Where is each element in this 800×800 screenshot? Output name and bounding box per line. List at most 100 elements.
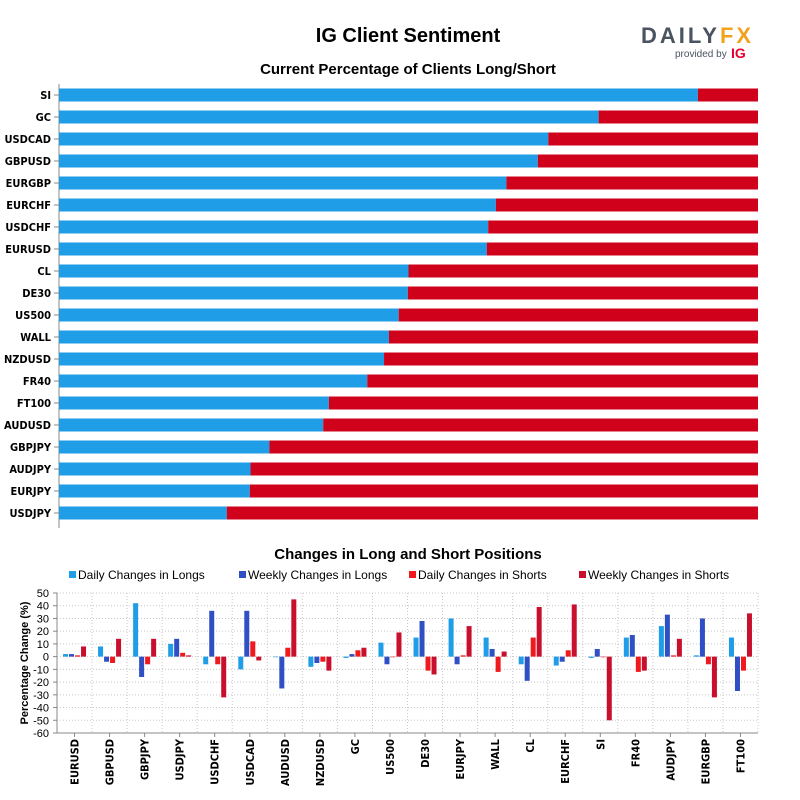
y-tick-label: 30: [37, 613, 49, 625]
bar-nzdusd-s4: [326, 656, 332, 671]
long-bar-eurchf: [59, 198, 496, 212]
bar-audusd-s4: [291, 599, 297, 657]
bar-eurusd-s4: [81, 646, 87, 657]
top-category-label: AUDUSD: [4, 419, 51, 432]
logo-brand-left: DAILY: [641, 23, 720, 48]
bar-audusd-s1: [273, 656, 279, 658]
bar-usdjpy-s3: [180, 652, 186, 657]
y-tick-label: -40: [33, 703, 49, 715]
bar-wall-s1: [483, 637, 489, 657]
bar-fr40-s3: [635, 656, 641, 672]
long-bar-wall: [59, 330, 389, 344]
long-bar-gbpusd: [59, 154, 538, 168]
short-bar-cl: [408, 264, 758, 278]
y-tick-label: -20: [33, 677, 49, 689]
short-bar-gbpusd: [537, 154, 758, 168]
bar-audjpy-s1: [658, 626, 664, 657]
bar-fr40-s4: [641, 656, 647, 671]
x-category-label: NZDUSD: [314, 739, 327, 786]
logo-brand-right: FX: [720, 23, 754, 48]
y-tick-label: 40: [37, 601, 49, 613]
x-category-label: EURCHF: [559, 739, 572, 784]
bar-usdchf-s4: [221, 656, 227, 698]
long-bar-usdjpy: [59, 506, 227, 520]
top-category-label: USDJPY: [10, 507, 52, 520]
y-tick-label: -50: [33, 715, 49, 727]
svg-text:DAILYFX: DAILYFX: [641, 23, 754, 48]
bar-gbpusd-s3: [110, 656, 116, 663]
long-short-chart: Current Percentage of Clients Long/Short…: [4, 61, 758, 528]
bar-nzdusd-s1: [308, 656, 314, 667]
bar-usdjpy-s1: [168, 643, 174, 657]
long-bar-fr40: [59, 374, 368, 388]
bar-audjpy-s4: [676, 638, 682, 657]
bar-gbpjpy-s1: [133, 603, 139, 657]
bar-usdcad-s2: [244, 610, 250, 657]
x-category-label: GC: [349, 739, 362, 754]
bar-si-s1: [588, 656, 594, 658]
bar-audusd-s3: [285, 647, 291, 657]
top-category-label: FT100: [17, 397, 51, 410]
bar-eurusd-s1: [63, 654, 69, 657]
x-category-label: EURUSD: [69, 739, 82, 785]
bar-eurusd-s2: [69, 654, 75, 657]
bar-de30-s4: [431, 656, 437, 675]
x-category-label: USDCHF: [209, 739, 222, 785]
y-tick-label: -10: [33, 664, 49, 676]
bar-nzdusd-s3: [320, 656, 326, 662]
logo-ig: IG: [731, 45, 746, 61]
bar-gc-s1: [343, 656, 349, 658]
top-category-label: SI: [40, 89, 51, 102]
short-bar-usdchf: [488, 220, 758, 234]
y-tick-label: 0: [43, 652, 49, 664]
top-category-label: FR40: [23, 375, 51, 388]
short-bar-fr40: [367, 374, 758, 388]
x-category-label: DE30: [419, 739, 432, 768]
y-axis-title: Percentage Change (%): [19, 601, 31, 724]
bar-cl-s3: [530, 637, 536, 657]
y-tick-label: 50: [37, 588, 49, 600]
x-category-label: USDCAD: [244, 739, 257, 786]
short-bar-audusd: [323, 418, 758, 432]
long-bar-usdchf: [59, 220, 489, 234]
top-category-label: USDCAD: [4, 133, 51, 146]
bar-de30-s1: [413, 637, 419, 657]
bar-gbpusd-s4: [116, 638, 122, 657]
short-bar-gbpjpy: [269, 440, 758, 454]
bar-us500-s2: [384, 656, 390, 665]
changes-chart: Changes in Long and Short Positions Daily…: [19, 546, 759, 786]
bar-usdcad-s4: [256, 656, 262, 661]
long-bar-eurjpy: [59, 484, 250, 498]
x-category-label: GBPJPY: [139, 738, 152, 780]
top-category-label: GBPUSD: [5, 155, 51, 168]
long-bar-gbpjpy: [59, 440, 270, 454]
bar-usdchf-s1: [203, 656, 209, 665]
bar-eurchf-s3: [565, 650, 571, 657]
legend-label: Daily Changes in Longs: [78, 568, 205, 582]
x-category-label: SI: [594, 739, 607, 750]
bottom-chart-title: Changes in Long and Short Positions: [274, 546, 542, 563]
bar-usdjpy-s4: [186, 655, 192, 657]
bar-wall-s2: [489, 649, 495, 657]
long-bar-audjpy: [59, 462, 251, 476]
bar-ft100-s2: [734, 656, 740, 691]
bar-eurgbp-s4: [711, 656, 717, 698]
x-category-label: US500: [384, 739, 397, 775]
bar-si-s3: [600, 656, 606, 658]
long-bar-usdcad: [59, 132, 549, 146]
bar-eurgbp-s3: [705, 656, 711, 665]
y-tick-label: -30: [33, 690, 49, 702]
bar-usdcad-s3: [250, 641, 256, 657]
long-bar-us500: [59, 308, 399, 322]
bar-cl-s2: [524, 656, 530, 681]
legend-swatch: [579, 571, 586, 578]
long-bar-eurusd: [59, 242, 487, 256]
bar-gbpusd-s2: [104, 656, 110, 662]
bar-cl-s1: [518, 656, 524, 665]
short-bar-usdcad: [548, 132, 758, 146]
legend-label: Weekly Changes in Longs: [248, 568, 387, 582]
bar-eurjpy-s3: [460, 655, 466, 657]
bar-si-s2: [594, 649, 600, 657]
short-bar-de30: [407, 286, 758, 300]
top-category-label: CL: [37, 265, 51, 278]
